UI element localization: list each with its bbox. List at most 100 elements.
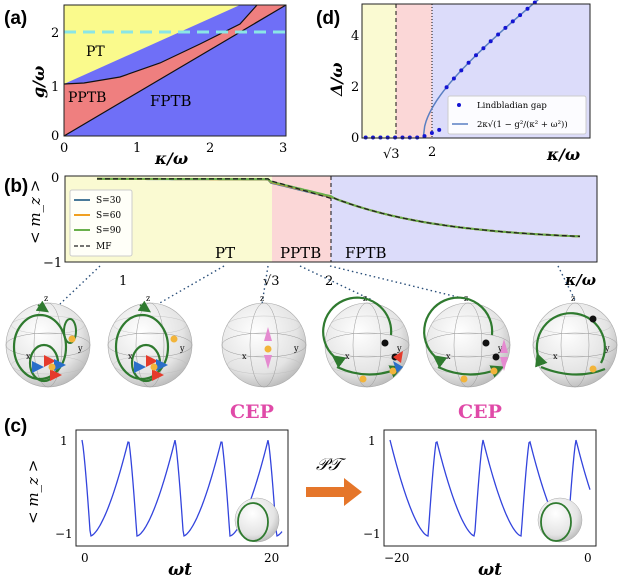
gap-dot	[459, 68, 464, 73]
gap-dot	[437, 127, 442, 132]
b-pptb-label: PPTB	[280, 244, 321, 262]
sphere-z-label: z	[44, 294, 48, 303]
a-ytick: 2	[51, 26, 59, 41]
gap-dot	[496, 32, 501, 37]
panel-d: (d) Lindbladian gap 2κ√(1 − g²/(κ² + ω²)…	[316, 0, 591, 164]
d-xtick: √3	[383, 147, 400, 162]
sphere-y-label: y	[179, 344, 185, 353]
bloch-sphere: z x y	[5, 294, 91, 388]
sphere-x-label: x	[345, 352, 350, 361]
curve-mf	[97, 178, 581, 238]
pt-region-label: PT	[86, 44, 105, 60]
gap-dot	[503, 25, 508, 30]
sphere-y-label: y	[293, 344, 299, 353]
d-xtick: 2	[428, 145, 436, 160]
pt-transform-arrow	[306, 478, 362, 506]
c-ytick: −1	[55, 527, 73, 541]
gap-dot	[422, 134, 427, 139]
bloch-sphere: zxy	[423, 294, 511, 388]
d-ylabel: Δ/ω	[327, 63, 346, 98]
d-ytick: 0	[351, 131, 359, 146]
panel-c: (c) 1 −1 0 20 ωt < m_z > 1 −1 −20 0 ωt 𝒫…	[4, 416, 597, 580]
legend-s30: S=30	[96, 196, 121, 206]
a-xtick: 0	[60, 141, 68, 156]
d-ytick: 2	[351, 80, 359, 95]
panel-a: (a) PT PPTB FPTB 0 1 2 0 1 2 3 κ/ω g/ω	[4, 4, 287, 168]
sphere-connectors	[59, 265, 576, 305]
legend-mf: MF	[96, 242, 111, 252]
sphere-x-label: x	[26, 352, 31, 361]
panel-c-label: (c)	[4, 416, 27, 437]
panel-d-legend	[447, 95, 587, 135]
c-left-xlabel: ωt	[168, 560, 192, 577]
legend-s60: S=60	[96, 211, 121, 221]
panel-a-frame	[63, 4, 287, 137]
pt-region	[64, 5, 240, 84]
a-ylabel: g/ω	[29, 66, 48, 98]
a-ytick: 1	[51, 80, 59, 95]
sphere-x-label: x	[242, 352, 247, 361]
b-fptb-label: FPTB	[345, 244, 387, 262]
b-ylabel: < m_z >	[26, 180, 44, 244]
panel-d-label: (d)	[316, 8, 340, 29]
gap-dot	[474, 53, 478, 58]
cep-label: CEP	[230, 401, 274, 423]
b-ytick: −1	[43, 256, 62, 271]
sphere-z-label: z	[146, 294, 150, 303]
b-xtick: 2	[325, 274, 333, 289]
d-xlabel: κ/ω	[546, 145, 580, 164]
legend-s90: S=90	[96, 226, 121, 236]
gap-dot	[429, 131, 434, 135]
gap-dot	[518, 13, 523, 18]
bloch-sphere-inset	[537, 497, 583, 543]
sphere-y-label: y	[396, 344, 402, 353]
d-ytick: 4	[351, 29, 359, 44]
gap-dot	[481, 46, 486, 51]
sphere-y-label: y	[497, 344, 503, 353]
c-xtick: 0	[584, 551, 592, 565]
bloch-sphere: zxy	[322, 294, 410, 388]
c-right-xlabel: ωt	[478, 560, 502, 577]
b-xtick: √3	[263, 274, 280, 289]
pt-symmetry-label: 𝒫𝒯	[316, 455, 346, 475]
legend-line-label: 2κ√(1 − g²/(κ² + ω²))	[477, 119, 568, 130]
b-xlabel: κ/ω	[564, 271, 596, 289]
gap-dot	[444, 85, 449, 90]
b-xtick: 1	[119, 274, 127, 289]
sphere-z-label: z	[260, 294, 264, 303]
c-xtick: 0	[81, 551, 89, 565]
a-xlabel: κ/ω	[154, 149, 188, 168]
b-ytick: 0	[51, 171, 59, 186]
bloch-sphere: z x y	[107, 294, 193, 388]
pptb-region-label: PPTB	[68, 90, 106, 106]
legend-dots-label: Lindbladian gap	[477, 101, 547, 111]
a-xtick: 2	[206, 141, 214, 156]
panel-b-legend	[69, 189, 133, 257]
a-ytick: 0	[51, 129, 59, 144]
pt-boundary-curve	[63, 4, 258, 85]
fptb-boundary-line	[63, 4, 287, 137]
sphere-y-label: y	[77, 344, 83, 353]
fptb-region-label: FPTB	[150, 92, 192, 110]
gap-dot	[466, 60, 471, 65]
c-ytick: 1	[60, 434, 68, 448]
sphere-x-label: x	[553, 352, 558, 361]
panel-b-label: (b)	[4, 176, 28, 197]
sphere-x-label: x	[128, 352, 133, 361]
c-ytick: 1	[368, 434, 376, 448]
c-ylabel: < m_z >	[24, 460, 42, 524]
panel-b-frame	[64, 175, 598, 263]
panel-a-label: (a)	[4, 8, 27, 29]
panel-b: (b) S=30 S=60 S=90 MF PT PPTB FPTB 0 −1 …	[4, 171, 598, 305]
c-ytick: −1	[363, 527, 381, 541]
sphere-y-label: y	[604, 344, 610, 353]
c-xtick: 20	[264, 551, 279, 565]
panel-d-frame	[361, 3, 591, 139]
cep-label: CEP	[458, 401, 502, 423]
bloch-sphere: zxy	[532, 294, 618, 388]
bloch-sphere: z x y	[221, 294, 307, 388]
bloch-sphere-inset	[234, 497, 280, 543]
gap-dot	[488, 39, 493, 44]
